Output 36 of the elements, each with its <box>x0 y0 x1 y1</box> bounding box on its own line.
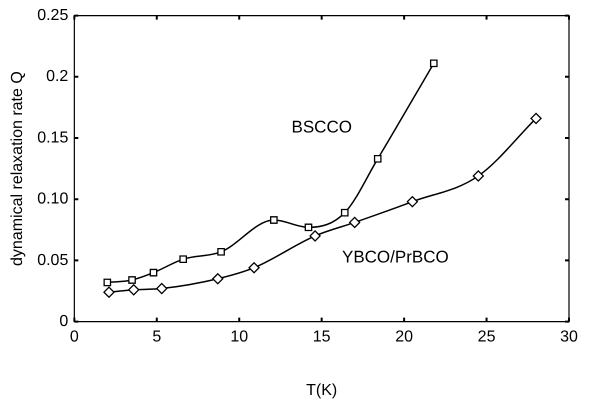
point <box>212 273 224 284</box>
point <box>304 224 312 232</box>
series-label: BSCCO <box>291 117 352 136</box>
point <box>349 216 360 228</box>
point <box>430 60 438 68</box>
point <box>340 208 349 216</box>
x-tick-label: 5 <box>152 328 162 346</box>
x-tick-label: 30 <box>560 328 578 346</box>
y-tick-label: 0.15 <box>37 129 68 146</box>
y-tick-label: 0.10 <box>37 190 68 208</box>
point <box>103 286 115 298</box>
point <box>179 255 187 264</box>
x-tick-label: 20 <box>395 328 414 346</box>
point <box>374 154 382 163</box>
y-tick-label: 0.25 <box>37 7 68 24</box>
point <box>103 278 112 286</box>
point <box>472 170 484 182</box>
point <box>309 230 321 242</box>
point <box>217 248 225 256</box>
point <box>406 196 418 208</box>
x-tick-label: 25 <box>478 328 496 346</box>
point <box>156 282 168 294</box>
x-tick-label: 15 <box>312 328 331 346</box>
x-axis-title: T(K) <box>306 382 338 399</box>
x-tick-label: 10 <box>230 328 248 346</box>
y-tick-label: 0.05 <box>37 252 68 269</box>
y-tick-label: 0 <box>59 313 68 330</box>
y-tick-label: 0.2 <box>46 68 68 86</box>
series-label: YBCO/PrBCO <box>342 247 449 266</box>
point <box>128 276 136 284</box>
point <box>248 262 260 274</box>
y-axis-title: dynamical relaxation rate Q <box>9 71 26 266</box>
point <box>270 216 278 224</box>
point <box>530 112 542 124</box>
point <box>150 268 158 276</box>
point <box>128 284 140 296</box>
